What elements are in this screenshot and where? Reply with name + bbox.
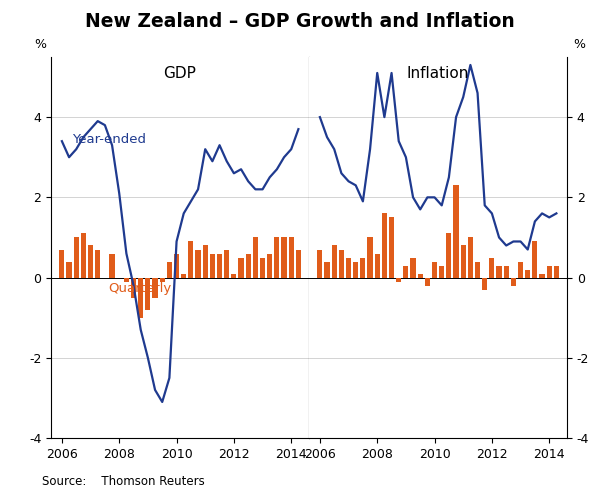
Bar (339, 249, 344, 278)
Bar (253, 238, 258, 278)
Bar (217, 253, 222, 278)
Bar (224, 249, 229, 278)
Bar (539, 274, 545, 278)
Bar (196, 249, 200, 278)
Bar (511, 278, 516, 286)
Bar (490, 257, 494, 278)
Text: GDP: GDP (164, 66, 196, 82)
Bar (260, 257, 265, 278)
Bar (496, 265, 502, 278)
Bar (461, 246, 466, 278)
Bar (289, 238, 294, 278)
Bar (332, 246, 337, 278)
Bar (267, 253, 272, 278)
Bar (317, 249, 322, 278)
Bar (245, 253, 251, 278)
Bar (296, 249, 301, 278)
Text: Source:    Thomson Reuters: Source: Thomson Reuters (42, 475, 205, 488)
Bar (554, 265, 559, 278)
Bar (446, 234, 451, 278)
Text: %: % (34, 38, 46, 51)
Bar (410, 257, 416, 278)
Bar (432, 261, 437, 278)
Bar (418, 274, 423, 278)
Bar (160, 278, 165, 282)
Bar (382, 213, 387, 278)
Bar (81, 234, 86, 278)
Text: Year-ended: Year-ended (71, 133, 146, 146)
Bar (138, 278, 143, 318)
Bar (167, 261, 172, 278)
Bar (361, 257, 365, 278)
Bar (475, 261, 480, 278)
Bar (188, 242, 193, 278)
Bar (525, 270, 530, 278)
Bar (403, 265, 409, 278)
Bar (95, 249, 100, 278)
Bar (325, 261, 329, 278)
Bar (67, 261, 71, 278)
Bar (210, 253, 215, 278)
Bar (88, 246, 93, 278)
Bar (503, 265, 509, 278)
Bar (346, 257, 351, 278)
Bar (238, 257, 244, 278)
Bar (518, 261, 523, 278)
Bar (145, 278, 151, 310)
Bar (274, 238, 280, 278)
Bar (59, 249, 64, 278)
Bar (374, 253, 380, 278)
Bar (482, 278, 487, 290)
Bar (468, 238, 473, 278)
Text: New Zealand – GDP Growth and Inflation: New Zealand – GDP Growth and Inflation (85, 12, 515, 31)
Bar (396, 278, 401, 282)
Bar (367, 238, 373, 278)
Bar (203, 246, 208, 278)
Bar (181, 274, 187, 278)
Bar (439, 265, 445, 278)
Bar (109, 253, 115, 278)
Bar (353, 261, 358, 278)
Bar (74, 238, 79, 278)
Bar (281, 238, 287, 278)
Bar (152, 278, 158, 297)
Text: Inflation: Inflation (407, 66, 469, 82)
Text: %: % (573, 38, 585, 51)
Bar (124, 278, 129, 282)
Text: Quarterly: Quarterly (108, 282, 171, 295)
Bar (532, 242, 538, 278)
Bar (454, 185, 458, 278)
Bar (547, 265, 552, 278)
Bar (425, 278, 430, 286)
Bar (174, 253, 179, 278)
Bar (131, 278, 136, 297)
Bar (389, 217, 394, 278)
Bar (232, 274, 236, 278)
